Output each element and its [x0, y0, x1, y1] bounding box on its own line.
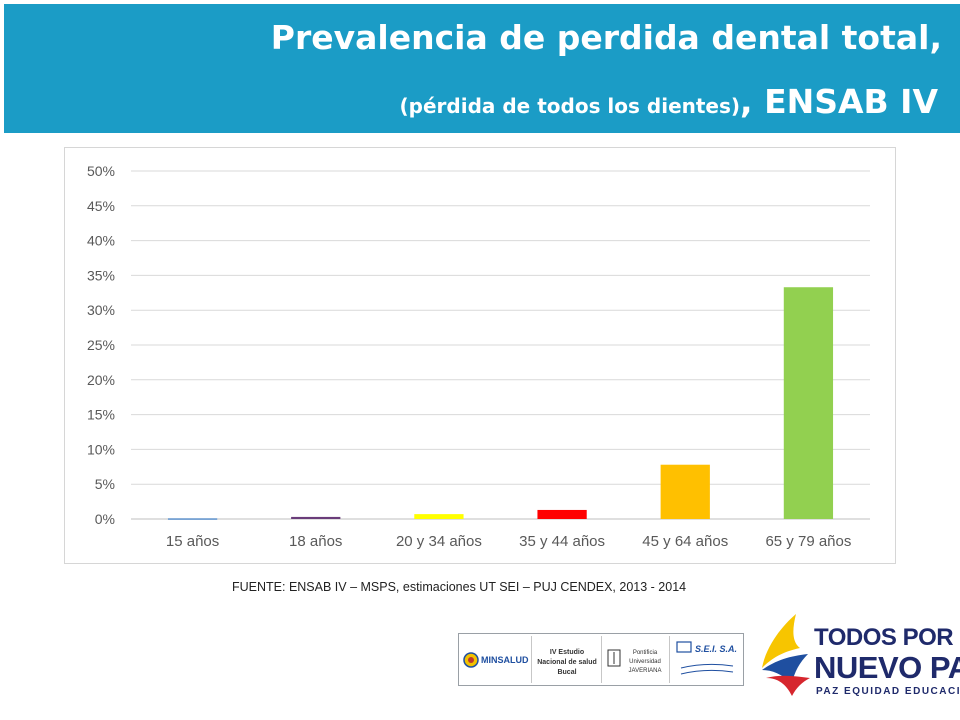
y-tick-label: 20%	[87, 372, 115, 388]
bar-chart: 0% 5% 10% 15% 20% 25% 30% 35% 40% 45% 50% 15 años 18…	[87, 163, 870, 550]
bar	[414, 514, 464, 519]
sei-monitor-icon	[676, 641, 734, 675]
y-tick-label: 10%	[87, 441, 115, 457]
minsalud-text: MINSALUD	[481, 655, 529, 665]
javeriana-logo: Pontificia Universidad JAVERIANA	[603, 636, 670, 683]
bar	[291, 516, 341, 519]
x-tick-label: 45 y 64 años	[642, 533, 728, 550]
x-tick-label: 20 y 34 años	[396, 533, 482, 550]
y-tick-label: 30%	[87, 302, 115, 318]
subtitle-big: , ENSAB IV	[740, 82, 938, 121]
y-tick-label: 45%	[87, 198, 115, 214]
x-tick-label: 15 años	[166, 533, 219, 550]
x-tick-label: 65 y 79 años	[765, 533, 851, 550]
bar	[167, 518, 218, 520]
colombia-shield-icon	[463, 652, 479, 668]
x-tick-label: 18 años	[289, 533, 342, 550]
partner-logos: MINSALUD IV Estudio Nacional de salud Bu…	[458, 633, 744, 686]
y-tick-label: 40%	[87, 233, 115, 249]
x-tick-label: 35 y 44 años	[519, 533, 605, 550]
title-banner: Prevalencia de perdida dental total, (pé…	[4, 4, 960, 133]
brand-line3: PAZ EQUIDAD EDUCACIÓN	[816, 686, 960, 697]
subtitle-small: (pérdida de todos los dientes)	[399, 94, 741, 118]
sei-logo: S.E.I. S.A.	[671, 636, 741, 683]
colombia-flag-swoosh-icon	[762, 614, 810, 696]
brand-line1: TODOS POR UN	[814, 624, 960, 651]
estudio-logo: IV Estudio Nacional de salud Bucal	[533, 636, 602, 683]
page-subtitle: (pérdida de todos los dientes), ENSAB IV	[400, 82, 938, 121]
page-title: Prevalencia de perdida dental total,	[270, 18, 942, 57]
chart-frame: 0% 5% 10% 15% 20% 25% 30% 35% 40% 45% 50% 15 años 18…	[64, 147, 896, 564]
y-tick-label: 50%	[87, 163, 115, 179]
source-note: FUENTE: ENSAB IV – MSPS, estimaciones UT…	[232, 580, 687, 594]
y-tick-label: 15%	[87, 407, 115, 423]
estudio-text: IV Estudio Nacional de salud Bucal	[537, 649, 597, 676]
javeriana-crest-icon	[607, 649, 621, 667]
brand-line2: NUEVO PAÍS	[814, 650, 960, 685]
bar	[537, 509, 587, 519]
todos-por-un-nuevo-pais-logo: TODOS POR UN NUEVO PAÍS PAZ EQUIDAD EDUC…	[752, 612, 960, 712]
y-tick-label: 35%	[87, 267, 115, 283]
minsalud-logo: MINSALUD	[459, 636, 532, 683]
javeriana-text: Pontificia Universidad JAVERIANA	[628, 650, 662, 674]
bar	[660, 464, 710, 519]
y-tick-label: 5%	[95, 476, 115, 492]
sei-text: S.E.I. S.A.	[695, 644, 738, 654]
bar	[783, 287, 834, 519]
y-tick-label: 25%	[87, 337, 115, 353]
y-tick-label: 0%	[95, 511, 115, 527]
